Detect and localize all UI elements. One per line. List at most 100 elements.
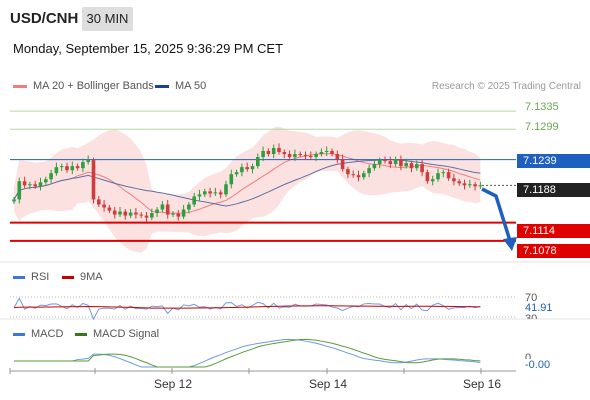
candle-body [65, 166, 69, 171]
candle-body [256, 157, 260, 167]
candle-body [277, 147, 281, 153]
candle-body [160, 204, 165, 210]
forecast-arrow-head [503, 237, 517, 251]
candle-body [430, 179, 435, 182]
candle-body [197, 194, 202, 197]
candle-body [144, 215, 149, 218]
legend-rsi: RSI [13, 271, 49, 283]
legend-rsi-label: RSI [31, 271, 50, 283]
legend-9ma-swatch [62, 275, 74, 279]
candle-body [176, 213, 181, 217]
candle-body [478, 185, 483, 187]
legend-macd-signal-swatch [75, 332, 87, 336]
level-label-s2: 7.1078 [517, 244, 590, 258]
bollinger-band [14, 126, 481, 253]
candle-body [245, 167, 249, 170]
candle-body [314, 154, 318, 158]
candle-body [393, 159, 398, 165]
legend-macd-label: MACD [31, 328, 64, 340]
legend-ma20: MA 20 + Bollinger Bands [13, 80, 154, 92]
candle-body [12, 199, 16, 202]
candle-body [107, 207, 112, 211]
macd-last-value: -0.00 [525, 359, 551, 371]
candle-body [372, 164, 377, 169]
candle-body [54, 167, 59, 174]
candle-body [224, 184, 228, 195]
candle-body [319, 152, 324, 155]
candle-body [102, 204, 106, 208]
candle-body [208, 191, 212, 194]
candle-body [150, 213, 154, 218]
legend-macd: MACD [13, 328, 63, 340]
candle-body [203, 191, 207, 195]
candle-body [112, 210, 117, 215]
candle-body [213, 192, 218, 194]
candle-body [452, 178, 456, 182]
candle-body [362, 173, 366, 178]
candle-body [234, 172, 239, 175]
candle-body [75, 166, 80, 169]
forecast-arrow [481, 187, 513, 245]
candle-body [446, 172, 451, 179]
legend-macd-swatch [13, 332, 25, 336]
candle-body [462, 183, 467, 186]
candle-body [250, 166, 255, 170]
candle-body [91, 160, 96, 200]
candle-body [356, 175, 361, 178]
candle-body [86, 160, 90, 163]
candle-body [38, 182, 43, 187]
candle-body [298, 154, 302, 156]
candle-body [128, 212, 133, 216]
x-label-sep16: Sep 16 [463, 377, 502, 391]
candle-body [377, 160, 382, 165]
candle-body [404, 163, 408, 167]
candle-body [33, 184, 37, 187]
last-price-label: 7.1188 [517, 183, 590, 197]
candle-body [420, 164, 424, 173]
candle-body [165, 204, 170, 215]
candle-body [261, 151, 265, 158]
candle-body [70, 166, 75, 171]
candle-body [22, 181, 27, 186]
candle-body [293, 154, 297, 158]
legend-rsi-swatch [13, 275, 25, 279]
candle-body [346, 169, 350, 175]
candle-body [383, 160, 387, 162]
rsi-tick-70: 70 [525, 292, 538, 304]
credit-text: Research © 2025 Trading Central [431, 81, 581, 92]
timeframe-badge[interactable]: 30 MIN [82, 7, 133, 31]
candle-body [303, 155, 308, 157]
candle-body [187, 204, 191, 210]
candle-body [425, 172, 430, 182]
candle-body [282, 152, 287, 155]
legend-9ma-label: 9MA [80, 271, 103, 283]
legend-ma20-swatch [13, 84, 27, 88]
candle-body [181, 209, 186, 217]
legend-ma50-swatch [155, 84, 169, 88]
candle-body [351, 174, 355, 176]
legend-9ma: 9MA [62, 271, 103, 283]
datetime-label: Monday, September 15, 2025 9:36:29 PM CE… [13, 41, 284, 56]
candle-body [118, 211, 122, 215]
candle-body [367, 168, 371, 174]
candle-body [271, 147, 276, 155]
candle-body [123, 211, 128, 216]
candle-body [441, 172, 446, 174]
candle-body [155, 209, 159, 214]
candle-body [192, 196, 196, 205]
candle-body [324, 151, 329, 153]
x-label-sep14: Sep 14 [309, 377, 348, 391]
candle-body [171, 213, 175, 215]
macd-line [14, 338, 481, 368]
rsi-last-value: 41.91 [525, 302, 553, 314]
legend-ma20-label: MA 20 + Bollinger Bands [33, 80, 154, 92]
candle-body [468, 184, 472, 186]
pair-title: USD/CNH [10, 10, 79, 27]
candle-body [240, 167, 244, 173]
candle-body [44, 179, 48, 183]
candle-body [457, 181, 461, 184]
candle-body [340, 159, 345, 170]
candle-body [409, 163, 414, 169]
rsi-line [13, 297, 481, 321]
candle-body [97, 199, 101, 205]
